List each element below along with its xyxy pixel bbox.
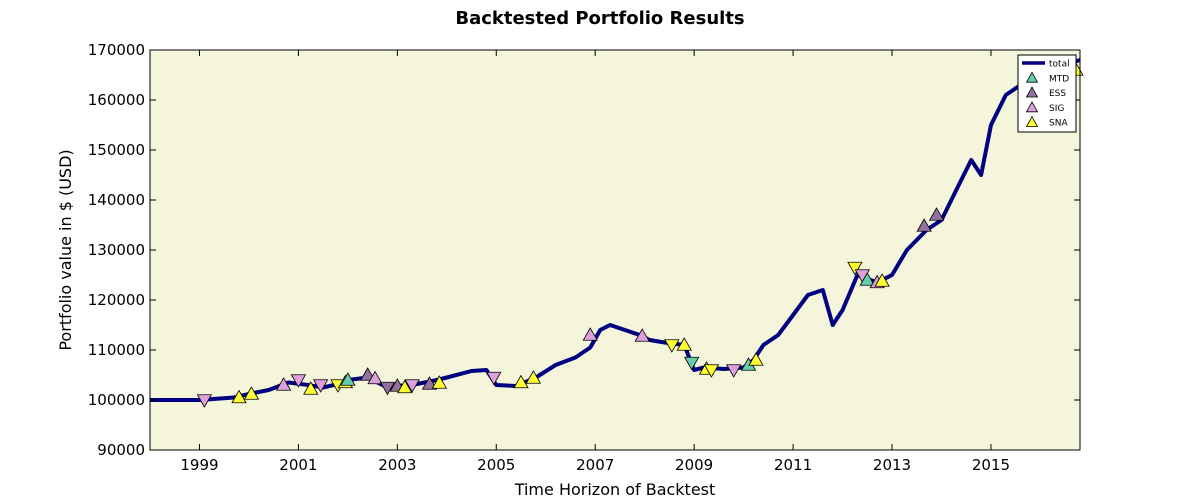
marker-ess bbox=[916, 218, 932, 232]
marker-sna bbox=[525, 370, 542, 384]
x-tick-label: 2011 bbox=[774, 456, 812, 474]
legend: total MTD ESS SIG SNA bbox=[1017, 54, 1077, 133]
x-axis-label: Time Horizon of Backtest bbox=[514, 480, 716, 499]
marker-sig bbox=[312, 379, 329, 393]
marker-mtd bbox=[683, 356, 700, 371]
y-tick-label: 150000 bbox=[88, 141, 145, 159]
x-tick-label: 2009 bbox=[675, 456, 713, 474]
marker-sna bbox=[664, 339, 680, 353]
legend-label-mtd: MTD bbox=[1049, 74, 1069, 84]
y-tick-label: 140000 bbox=[88, 191, 145, 209]
y-tick-label: 90000 bbox=[97, 441, 145, 459]
legend-swatch-sig bbox=[1025, 101, 1039, 113]
marker-sig bbox=[582, 327, 598, 341]
y-tick-label: 100000 bbox=[88, 391, 145, 409]
legend-swatch-ess bbox=[1025, 86, 1039, 98]
marker-sna bbox=[513, 374, 529, 389]
marker-sna bbox=[397, 379, 413, 394]
x-tick-label: 2003 bbox=[378, 456, 416, 474]
marker-mtd bbox=[340, 372, 356, 386]
x-tick-label: 2013 bbox=[873, 456, 911, 474]
marker-sna bbox=[847, 261, 863, 276]
legend-label-sna: SNA bbox=[1049, 119, 1068, 129]
marker-sig bbox=[275, 377, 292, 391]
y-tick-label: 110000 bbox=[88, 341, 145, 359]
marker-sig bbox=[404, 379, 420, 393]
chart-title: Backtested Portfolio Results bbox=[455, 8, 744, 29]
marker-sig bbox=[367, 370, 383, 385]
marker-sna bbox=[703, 364, 720, 378]
x-tick-label: 2005 bbox=[477, 456, 515, 474]
x-tick-label: 2001 bbox=[279, 456, 317, 474]
legend-label-sig: SIG bbox=[1049, 104, 1064, 114]
marker-ess bbox=[359, 367, 376, 381]
marker-sna bbox=[748, 352, 764, 366]
y-tick-label: 130000 bbox=[88, 241, 145, 259]
marker-sig bbox=[196, 394, 213, 408]
legend-label-ess: ESS bbox=[1049, 89, 1066, 99]
legend-label-total: total bbox=[1049, 60, 1070, 70]
y-tick-label: 120000 bbox=[88, 291, 145, 309]
y-tick-label: 160000 bbox=[88, 91, 145, 109]
marker-sig bbox=[634, 328, 650, 342]
marker-ess bbox=[379, 381, 396, 396]
marker-sna bbox=[243, 386, 260, 400]
y-tick-label: 170000 bbox=[88, 41, 145, 59]
x-tick-label: 2015 bbox=[972, 456, 1010, 474]
x-axis: 1999 2001 2003 2005 2007 2009 2011 2013 2015 bbox=[180, 50, 1010, 474]
marker-ess bbox=[928, 207, 945, 221]
x-tick-label: 2007 bbox=[576, 456, 614, 474]
y-axis: 90000 100000 110000 120000 130000 140000 15000… bbox=[88, 41, 1080, 459]
marker-layer bbox=[196, 62, 1084, 408]
legend-box bbox=[1017, 54, 1077, 133]
marker-sna bbox=[431, 375, 448, 389]
marker-sna bbox=[231, 389, 247, 404]
marker-sig bbox=[290, 374, 307, 388]
marker-sna bbox=[676, 337, 692, 351]
x-tick-label: 1999 bbox=[180, 456, 218, 474]
y-axis-label: Portfolio value in $ (USD) bbox=[56, 149, 75, 350]
marker-sig bbox=[726, 364, 742, 378]
legend-swatch-sna bbox=[1025, 115, 1039, 127]
marker-mtd bbox=[859, 272, 875, 286]
marker-sna bbox=[874, 273, 890, 287]
marker-sna bbox=[303, 381, 319, 395]
marker-ess bbox=[421, 376, 438, 390]
legend-swatch-mtd bbox=[1025, 71, 1039, 83]
marker-sig bbox=[486, 371, 502, 386]
